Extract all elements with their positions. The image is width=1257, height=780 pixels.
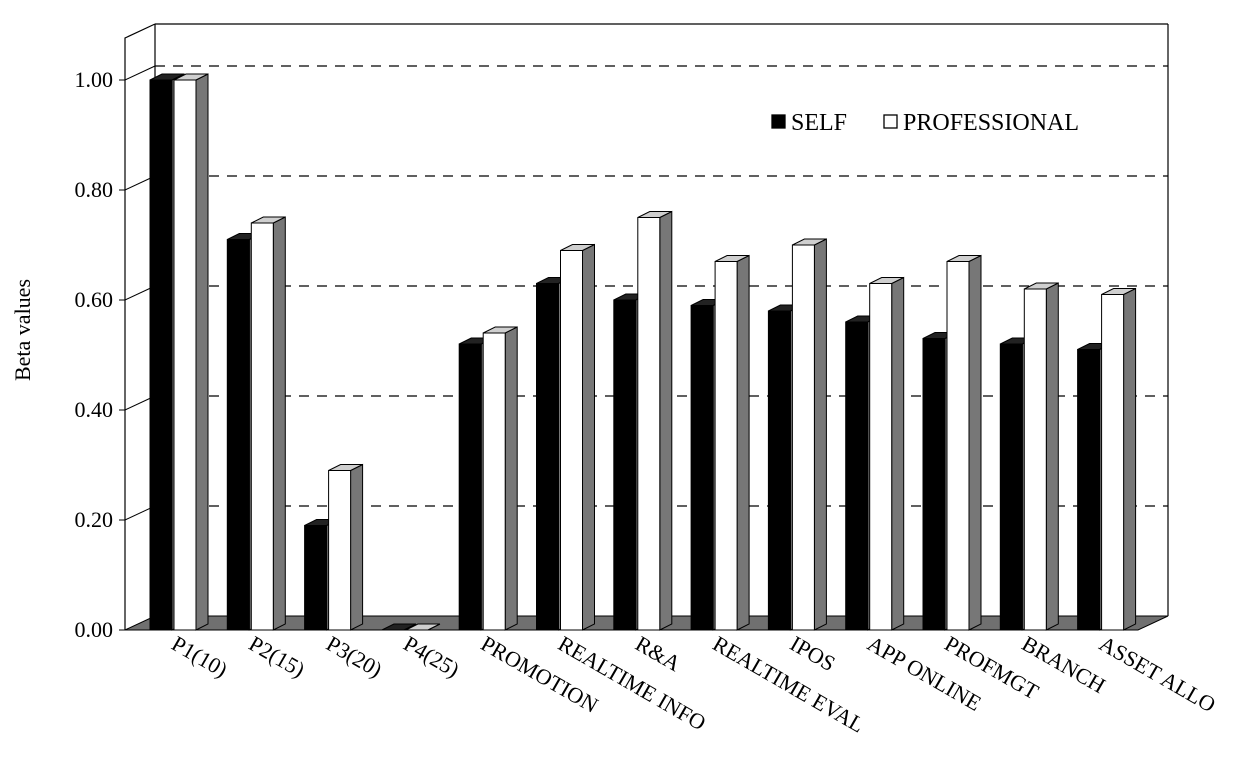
bar-front <box>999 343 1023 631</box>
bar-side <box>736 254 750 631</box>
bar-front <box>560 250 583 631</box>
bar-front <box>1101 294 1125 631</box>
legend-swatch <box>771 114 786 129</box>
bar-top <box>405 623 441 631</box>
bar-professional-1 <box>250 216 286 631</box>
bars <box>149 73 1137 631</box>
bar-front <box>173 79 197 631</box>
bar-professional-3 <box>405 623 441 631</box>
bar-professional-11 <box>1023 282 1059 631</box>
bar-front <box>714 261 738 631</box>
legend-label: SELF <box>791 110 847 136</box>
bar-front <box>226 239 250 631</box>
x-tick-label: ASSET ALLO <box>1095 631 1220 718</box>
x-tick-label: P1(10) <box>168 631 232 683</box>
x-tick-label: P2(15) <box>245 631 309 683</box>
y-tick-label: 1.00 <box>75 67 114 92</box>
bar-side <box>1123 287 1137 631</box>
bar-side <box>813 238 827 631</box>
bar-front <box>845 321 869 631</box>
x-tick-label: P4(25) <box>399 631 463 683</box>
bar-front <box>482 332 506 631</box>
bar-front <box>149 79 173 631</box>
bar-professional-8 <box>791 238 827 631</box>
x-tick-label: IPOS <box>786 631 840 676</box>
bar-top <box>381 623 417 631</box>
y-tick-label: 0.40 <box>75 397 114 422</box>
bar-front <box>946 261 970 631</box>
bar-professional-2 <box>328 463 364 631</box>
legend: SELF PROFESSIONAL <box>771 110 1079 136</box>
bar-side <box>272 216 286 631</box>
bar-side <box>1045 282 1059 631</box>
y-axis: 0.00 0.20 0.40 0.60 0.80 1.00 <box>75 67 125 642</box>
bar-front <box>690 305 714 631</box>
y-tick-label: 0.80 <box>75 177 114 202</box>
bar-side <box>968 254 982 631</box>
bar-side <box>891 276 905 631</box>
bar-front <box>458 343 482 631</box>
bar-front <box>791 244 815 631</box>
bar-professional-0 <box>173 73 209 631</box>
y-axis-title: Beta values <box>10 279 35 381</box>
bar-front <box>637 217 661 631</box>
gridline-diagonal <box>124 65 156 81</box>
x-axis-labels: P1(10) P2(15) P3(20) P4(25) PROMOTIONREALTIM… <box>168 631 1220 738</box>
y-tick-label: 0.00 <box>75 617 114 642</box>
bar-self-3 <box>381 623 417 631</box>
bar-front <box>1077 349 1101 631</box>
bar-side <box>195 73 209 631</box>
bar-professional-9 <box>869 276 905 631</box>
bar-front <box>1023 288 1047 631</box>
bar-front <box>250 222 274 631</box>
bar-professional-5 <box>560 243 595 631</box>
bar-professional-10 <box>946 254 982 631</box>
left-wall-edge <box>124 23 156 630</box>
bar-professional-7 <box>714 254 750 631</box>
bar-front <box>328 470 352 631</box>
bar-front <box>536 283 559 631</box>
legend-swatch <box>883 114 898 129</box>
bar-professional-6 <box>637 210 673 631</box>
bar-side <box>582 243 595 631</box>
legend-label: PROFESSIONAL <box>903 110 1079 136</box>
x-tick-label: R&A <box>631 631 685 677</box>
bar-side <box>504 326 518 631</box>
bar-professional-4 <box>482 326 518 631</box>
bar-front <box>613 299 637 631</box>
bar-side <box>350 463 364 631</box>
bar-front <box>869 283 893 631</box>
y-tick-label: 0.60 <box>75 287 114 312</box>
bar-front <box>922 338 946 631</box>
bar-front <box>767 310 791 631</box>
y-tick-label: 0.20 <box>75 507 114 532</box>
bar-side <box>659 210 673 631</box>
bar-professional-12 <box>1101 287 1137 631</box>
x-tick-label: P3(20) <box>322 631 386 683</box>
bar-front <box>304 525 328 631</box>
